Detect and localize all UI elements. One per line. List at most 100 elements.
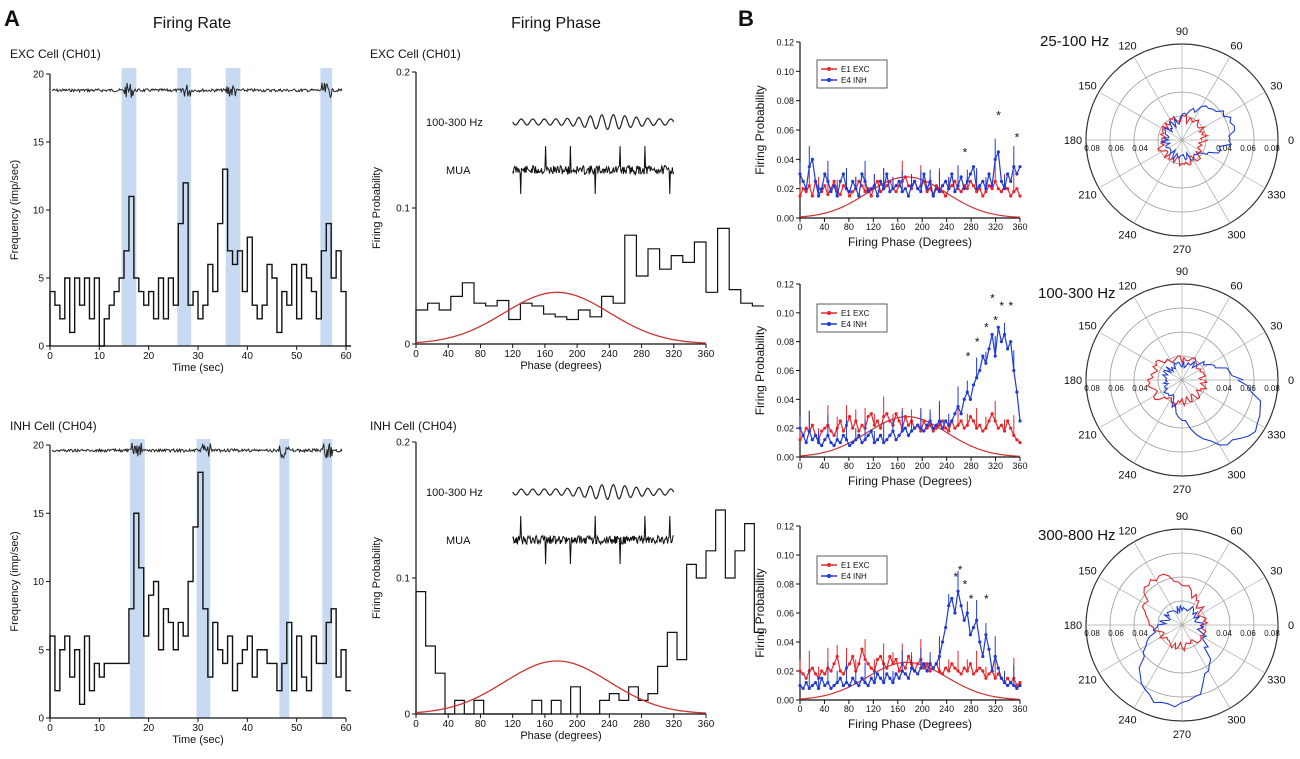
data-point: [835, 438, 839, 442]
polar-angle-label: 210: [1078, 675, 1096, 687]
data-point: [903, 187, 907, 191]
polar-radius-label: 0.06: [1240, 384, 1256, 393]
data-point: [996, 666, 1000, 670]
data-point: [810, 666, 814, 670]
polar-angle-label: 300: [1227, 229, 1245, 241]
legend-marker: [827, 574, 831, 578]
data-point: [916, 187, 920, 191]
data-point: [1015, 683, 1019, 688]
data-point: [869, 194, 873, 198]
data-point: [978, 187, 982, 191]
data-point: [996, 672, 1000, 676]
data-point: [940, 419, 945, 423]
polar-angle-label: 90: [1176, 511, 1188, 523]
data-point: [885, 412, 889, 416]
data-point: [894, 184, 898, 188]
x-tick-label: 160: [537, 349, 554, 360]
y-tick-label: 10: [33, 206, 45, 217]
legend-box: [816, 303, 888, 333]
data-point: [922, 419, 926, 423]
x-tick-label: 40: [443, 349, 455, 360]
x-tick-label: 80: [844, 461, 854, 471]
y-tick-label: 0.08: [776, 580, 794, 590]
data-point: [950, 596, 954, 601]
x-tick-label: 240: [939, 222, 954, 232]
data-point: [801, 179, 805, 183]
y-tick-label: 0.2: [396, 438, 410, 449]
data-point: [990, 669, 994, 673]
title-firing-rate: Firing Rate: [153, 15, 231, 32]
data-point: [944, 194, 948, 198]
y-tick-label: 0.12: [776, 280, 794, 290]
oscillation-trace: [512, 483, 675, 501]
trace-label: 100-300 Hz: [426, 117, 483, 129]
data-point: [885, 184, 889, 188]
data-point: [906, 654, 911, 659]
polar-radius-label: 0.08: [1084, 144, 1100, 153]
data-point: [959, 412, 963, 416]
polar-angle-label: 240: [1118, 714, 1136, 726]
data-point: [962, 666, 966, 670]
data-point: [841, 429, 845, 433]
data-point: [807, 429, 811, 433]
data-point: [956, 669, 960, 673]
series-step-line: [415, 509, 764, 715]
data-point: [913, 179, 917, 183]
x-tick-label: 10: [94, 351, 106, 362]
data-point: [971, 672, 976, 676]
data-point: [999, 676, 1004, 680]
polar-angle-label: 330: [1267, 675, 1285, 687]
data-point: [891, 187, 895, 191]
data-point: [798, 669, 802, 673]
y-tick-label: 0.02: [776, 184, 794, 194]
data-point: [981, 429, 985, 433]
y-axis-label: Frequency (imp/sec): [9, 160, 21, 260]
x-tick-label: 40: [819, 461, 829, 471]
data-point: [863, 179, 867, 183]
polar-spoke: [1181, 624, 1266, 674]
chart-b-25-100: 25-100 Hz0 40 80 120 160 200 240 280 320 3600.000…: [753, 26, 1294, 256]
data-point: [999, 423, 1004, 427]
data-point: [999, 190, 1004, 194]
data-point: [1012, 433, 1016, 437]
polar-inh-curve: [1160, 105, 1236, 162]
y-tick-label: 5: [38, 645, 44, 656]
y-tick-label: 0.04: [776, 395, 794, 405]
significance-star: *: [975, 335, 980, 349]
polar-exc-curve: [1141, 573, 1209, 653]
y-axis-label: Frequency (imp/sec): [9, 531, 21, 631]
data-point: [829, 669, 833, 673]
data-point: [875, 194, 880, 198]
polar-radius-label: 0.08: [1264, 629, 1280, 638]
data-point: [823, 172, 827, 176]
data-point: [909, 184, 914, 188]
polar-radius-label: 0.04: [1216, 629, 1232, 638]
data-point: [832, 443, 836, 448]
band-title: 300-800 Hz: [1038, 527, 1116, 544]
polar-radius-label: 0.06: [1108, 144, 1124, 153]
y-tick-label: 0.10: [776, 67, 794, 77]
data-point: [944, 179, 948, 183]
data-point: [832, 433, 836, 437]
data-point: [838, 676, 842, 680]
data-point: [931, 429, 935, 433]
data-point: [838, 669, 842, 673]
x-tick-label: 50: [291, 351, 303, 362]
chart-title: INH Cell (CH04): [370, 419, 457, 433]
data-point: [851, 654, 855, 659]
data-point: [826, 192, 830, 197]
significance-star: *: [966, 349, 971, 363]
x-tick-label: 0: [797, 461, 802, 471]
significance-star: *: [963, 145, 968, 159]
gaussian-fit-curve: [415, 291, 707, 344]
data-point: [928, 419, 932, 423]
polar-spoke: [1098, 624, 1183, 674]
data-point: [925, 423, 929, 427]
x-tick-label: 360: [698, 719, 715, 730]
data-point: [975, 618, 979, 622]
data-point: [823, 184, 827, 188]
data-point: [940, 640, 945, 644]
data-point: [996, 187, 1000, 191]
data-point: [971, 625, 976, 630]
